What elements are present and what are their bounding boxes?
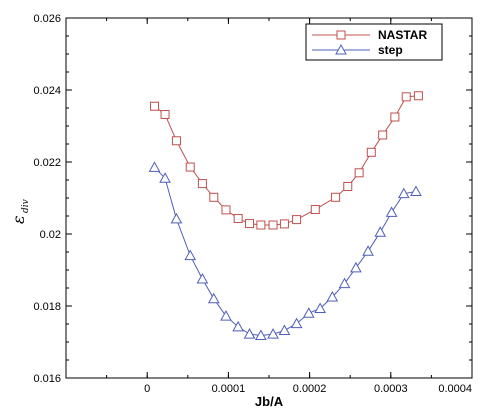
data-point-step: [232, 320, 244, 332]
data-point-nastar: [292, 215, 302, 225]
data-point-nastar: [185, 162, 195, 172]
data-point-nastar: [221, 205, 231, 215]
y-tick-label: 0.018: [33, 301, 61, 313]
data-point-nastar: [378, 130, 388, 140]
x-tick-label: 0.0003: [374, 383, 408, 395]
legend-marker-step: [335, 43, 347, 55]
data-point-nastar: [256, 220, 266, 230]
data-point-step: [159, 172, 171, 183]
y-tick-label: 0.024: [33, 85, 61, 97]
data-point-step: [314, 302, 327, 314]
legend-label-nastar: NASTAR: [378, 28, 427, 42]
data-point-step: [410, 185, 422, 197]
y-tick-label: 0.022: [33, 157, 61, 169]
data-point-nastar: [413, 91, 423, 101]
data-point-step: [220, 310, 232, 321]
series-layer: [148, 91, 423, 341]
legend-box: [305, 23, 443, 61]
data-point-nastar: [171, 136, 181, 146]
data-point-nastar: [343, 181, 353, 191]
data-point-step: [207, 292, 220, 304]
plot-frame: [65, 17, 473, 379]
data-point-step: [397, 187, 410, 199]
data-point-nastar: [209, 192, 219, 202]
data-point-nastar: [160, 109, 170, 119]
y-tick-label: 0.016: [33, 373, 61, 385]
data-point-nastar: [268, 220, 278, 230]
data-point-nastar: [331, 192, 341, 202]
data-point-step: [362, 245, 374, 256]
data-point-nastar: [390, 112, 400, 122]
x-tick-label: 0.0004: [438, 383, 472, 395]
x-axis-title: Jb/A: [255, 394, 284, 409]
data-point-step: [267, 328, 279, 339]
data-point-step: [255, 329, 267, 341]
data-point-nastar: [401, 92, 411, 102]
data-point-nastar: [233, 214, 243, 224]
x-tick-label: 0.0002: [293, 383, 327, 395]
data-point-nastar: [150, 101, 160, 111]
series-step: [148, 161, 422, 341]
data-point-step: [374, 226, 387, 237]
data-point-step: [290, 317, 303, 329]
data-point-nastar: [279, 219, 289, 229]
legend-label-step: step: [378, 43, 403, 57]
data-point-step: [278, 324, 291, 335]
x-tick-label: 0: [144, 383, 150, 395]
data-point-nastar: [197, 179, 207, 189]
data-point-step: [350, 261, 362, 273]
y-tick-label: 0.02: [40, 229, 61, 241]
y-axis-title: ε div: [9, 199, 31, 224]
data-point-step: [148, 161, 161, 172]
series-line-step: [154, 167, 417, 337]
y-axis-title-symbol: ε: [9, 215, 28, 224]
data-point-nastar: [310, 205, 320, 215]
series-nastar: [150, 91, 423, 230]
data-point-nastar: [354, 168, 364, 178]
data-point-step: [243, 328, 256, 339]
data-point-step: [196, 272, 209, 284]
legend-marker-nastar: [336, 30, 346, 40]
data-point-step: [326, 290, 339, 302]
data-point-step: [338, 277, 351, 289]
y-tick-label: 0.026: [33, 13, 61, 25]
data-point-step: [385, 206, 398, 217]
y-axis-title-subscript: div: [21, 199, 31, 213]
data-point-step: [184, 249, 197, 261]
data-point-step: [170, 212, 183, 224]
x-tick-label: 0.0001: [212, 383, 246, 395]
data-point-step: [302, 307, 315, 318]
data-point-nastar: [245, 219, 255, 229]
data-point-nastar: [366, 147, 376, 157]
axes: 0 0.0001 0.0002 0.0003 0.0004 0.016 0.018 0.02 0…: [33, 13, 473, 395]
series-line-nastar: [154, 95, 419, 226]
